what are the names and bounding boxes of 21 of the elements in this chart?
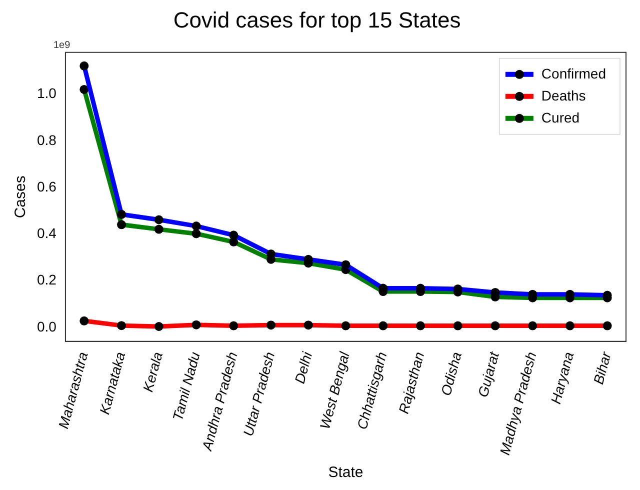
y-tick-label: 0.2 [36, 272, 57, 288]
x-tick-label: Haryana [547, 350, 577, 406]
y-tick-label: 0.8 [36, 132, 57, 148]
chart-title: Covid cases for top 15 States [173, 7, 461, 32]
x-tick-label: Delhi [291, 349, 316, 386]
x-axis-title: State [328, 464, 364, 482]
y-tick-label: 1.0 [36, 85, 57, 102]
text: 1e9 [53, 40, 71, 52]
x-tick-label: Uttar Pradesh [240, 350, 278, 438]
y-tick-label: 0.6 [36, 178, 57, 194]
legend-label: Confirmed [541, 65, 606, 82]
legend-label: Cured [541, 109, 580, 126]
x-tick-label: Odisha [438, 350, 465, 398]
y-tick-label: 0.0 [36, 318, 57, 334]
y-tick-label: 0.4 [36, 225, 57, 242]
x-tick-label: West Bengal [316, 349, 353, 431]
legend-label: Deaths [541, 87, 586, 104]
x-tick-label: Kerala [140, 350, 166, 394]
y-axis-title: Cases [12, 176, 30, 218]
x-tick-label: Bihar [590, 348, 614, 386]
x-tick-label: Gujarat [474, 349, 502, 399]
